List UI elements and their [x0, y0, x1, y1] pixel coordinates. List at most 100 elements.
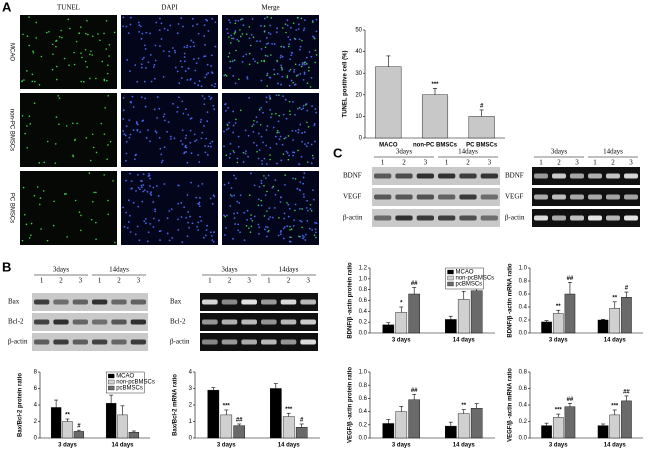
tunel-dot	[63, 57, 66, 60]
nucleus-dot	[158, 136, 161, 139]
tunel-dot	[311, 154, 314, 157]
y-tick-label: 0.2	[519, 318, 528, 324]
tunel-dot	[293, 37, 296, 40]
band	[395, 173, 413, 179]
tunel-dot	[284, 174, 286, 176]
nucleus-dot	[228, 121, 231, 124]
nucleus-dot	[239, 231, 241, 234]
x-tick-label: 3 days	[58, 443, 77, 449]
nucleus-dot	[172, 102, 175, 105]
tunel-dot	[91, 35, 94, 38]
nucleus-dot	[306, 199, 309, 202]
gel-strip	[200, 333, 318, 351]
nucleus-dot	[263, 228, 266, 231]
tunel-dot	[43, 161, 46, 164]
band	[570, 173, 584, 179]
nucleus-dot	[145, 137, 148, 139]
nucleus-dot	[142, 173, 145, 176]
lane-label: 1	[445, 159, 449, 167]
tunel-dot	[112, 180, 114, 182]
nucleus-dot	[147, 231, 150, 234]
time-label: 3days	[53, 266, 70, 274]
lane-label: 2	[402, 159, 406, 167]
y-tick-label: 2	[189, 403, 193, 409]
bar	[564, 406, 576, 439]
nucleus-dot	[140, 37, 143, 40]
tunel-dot	[21, 239, 24, 242]
tunel-dot	[56, 65, 58, 68]
tunel-dot	[306, 121, 308, 124]
tunel-dot	[277, 189, 280, 192]
tunel-dot	[30, 222, 33, 225]
significance: ##	[236, 418, 243, 424]
tunel-dot	[107, 144, 109, 146]
nucleus-dot	[163, 119, 166, 122]
nucleus-dot	[302, 176, 305, 179]
tunel-dot	[248, 52, 251, 55]
nucleus-dot	[162, 50, 165, 52]
tunel-dot	[38, 203, 41, 206]
nucleus-dot	[209, 145, 212, 148]
gel-strip	[532, 167, 640, 185]
nucleus-dot	[210, 231, 212, 234]
tunel-dot	[308, 66, 310, 69]
nucleus-dot	[277, 120, 280, 123]
tunel-dot	[289, 225, 291, 228]
nucleus-dot	[168, 50, 171, 53]
tunel-dot	[280, 66, 283, 69]
tunel-dot	[314, 61, 317, 64]
nucleus-dot	[236, 157, 239, 160]
nucleus-dot	[306, 209, 309, 212]
row-label: β-actin	[8, 338, 28, 346]
nucleus-dot	[223, 183, 226, 186]
y-tick-label: 1	[189, 419, 193, 425]
tunel-dot	[249, 44, 252, 47]
tunel-dot	[30, 234, 32, 236]
lane-label: 1	[539, 159, 543, 167]
band	[395, 215, 413, 221]
nucleus-dot	[268, 95, 271, 97]
nucleus-dot	[242, 161, 245, 163]
nucleus-dot	[282, 113, 285, 116]
nucleus-dot	[176, 32, 179, 35]
tunel-dot	[269, 98, 271, 100]
nucleus-dot	[207, 72, 210, 74]
nucleus-dot	[274, 179, 277, 182]
bar	[609, 308, 621, 334]
nucleus-dot	[292, 177, 294, 180]
tunel-dot	[107, 213, 110, 216]
nucleus-dot	[146, 240, 149, 243]
tunel-dot	[225, 154, 228, 157]
nucleus-dot	[227, 106, 230, 109]
tunel-dot	[81, 56, 83, 59]
nucleus-dot	[184, 108, 187, 110]
nucleus-dot	[305, 206, 308, 209]
time-label: 14days	[109, 266, 129, 274]
band	[202, 299, 218, 305]
column-header: DAPI	[161, 4, 178, 12]
nucleus-dot	[135, 121, 138, 123]
nucleus-dot	[234, 30, 237, 33]
significance: #	[625, 286, 629, 292]
bar	[62, 421, 73, 439]
tunel-dot	[32, 52, 35, 54]
nucleus-dot	[301, 63, 304, 66]
lane-label: 1	[381, 159, 385, 167]
nucleus-dot	[246, 218, 248, 221]
tunel-dot	[286, 202, 288, 204]
nucleus-dot	[211, 202, 214, 205]
y-tick-label: 0.8	[519, 279, 528, 285]
tunel-dot	[95, 191, 97, 194]
tunel-dot	[278, 114, 281, 117]
nucleus-dot	[281, 143, 284, 146]
tunel-dot	[236, 161, 239, 164]
tunel-dot	[93, 191, 95, 194]
nucleus-dot	[255, 144, 258, 147]
nucleus-dot	[140, 66, 143, 69]
y-axis-label: Bax/Bcl-2 protein ratio	[18, 373, 24, 437]
nucleus-dot	[149, 177, 151, 180]
nucleus-dot	[195, 196, 198, 199]
nucleus-dot	[303, 196, 305, 198]
tunel-dot	[32, 50, 34, 53]
nucleus-dot	[265, 43, 268, 45]
